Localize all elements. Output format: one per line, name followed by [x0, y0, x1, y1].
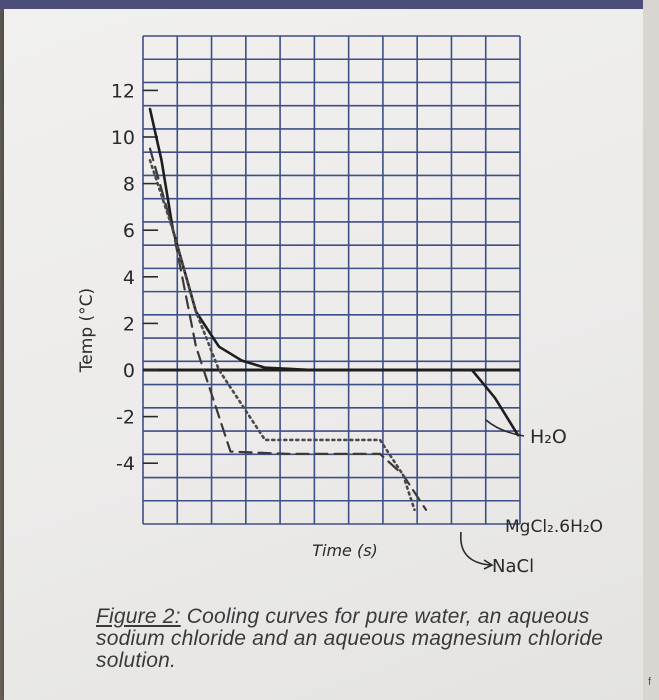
y-tick-label: 12 [111, 80, 135, 102]
figure-label: Figure 2: [96, 605, 181, 628]
y-tick-label: 4 [123, 267, 135, 289]
arrowhead-icon [483, 559, 494, 570]
series-line-solid [148, 107, 520, 437]
y-tick-label: 6 [123, 220, 135, 242]
y-tick-label: -2 [116, 407, 135, 429]
worksheet-paper [4, 8, 643, 700]
y-tick-label: 10 [111, 127, 135, 149]
y-axis-ticks: 12 10 8 6 4 2 0 -2 -4 [111, 80, 158, 475]
annotation-nacl-arrow [459, 531, 491, 566]
y-tick-label: 2 [123, 313, 135, 335]
page-edge-mark: f [648, 676, 652, 688]
top-band [0, 0, 659, 9]
annotation-h2o-arrow [485, 419, 525, 437]
series-line-dotted [148, 159, 416, 512]
y-tick-label: -4 [116, 453, 135, 475]
series-lines [148, 107, 520, 512]
x-axis-label: Time (s) [312, 541, 378, 560]
y-tick-label: 0 [123, 360, 135, 382]
series-line-dashed [148, 147, 428, 511]
annotation-h2o: H₂O [530, 426, 567, 448]
annotation-nacl: NaCl [492, 556, 534, 577]
annotation-mgcl2: MgCl₂.6H₂O [505, 517, 603, 537]
y-tick-label: 8 [123, 174, 135, 196]
caption-text: Cooling curves for pure water, an aqueou… [96, 605, 604, 672]
grid [142, 35, 521, 525]
figure-caption: Figure 2: Cooling curves for pure water,… [96, 606, 626, 672]
adjacent-page-edge [643, 0, 659, 700]
y-axis-label: Temp (°C) [77, 288, 97, 373]
